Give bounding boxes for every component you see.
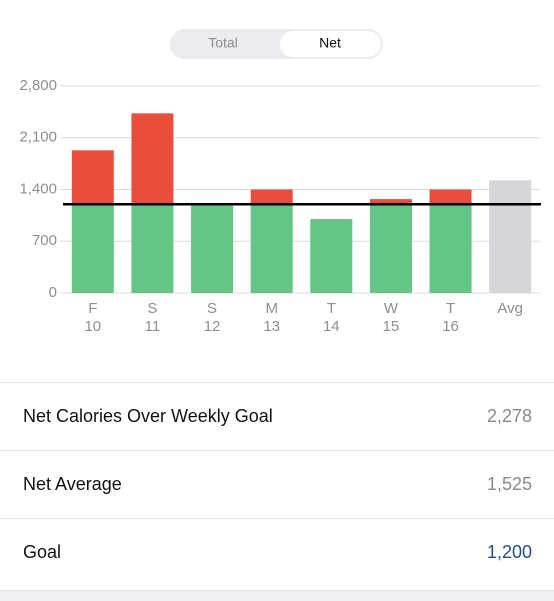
bar-segment [71,150,114,205]
y-tick-label: 0 [49,284,57,301]
row-label: Net Calories Over Weekly Goal [23,406,273,426]
x-tick-label: T [446,300,455,317]
x-tick-date: 11 [145,318,161,335]
segment-selected [280,31,381,57]
bar-segment [310,219,353,293]
bar-segment [429,204,472,293]
bar-segment [369,199,412,205]
x-tick-date: 15 [383,318,400,335]
x-tick-date: 10 [84,318,101,335]
row-value: 1,200 [486,542,532,562]
segment-total[interactable]: Total [208,35,238,51]
list-row[interactable]: Net Calories Over Weekly Goal 2,278 [0,382,554,450]
x-tick-label: S [207,300,217,317]
y-tick-label: 700 [32,232,57,249]
x-tick-label: W [384,300,399,317]
x-tick-date: 16 [442,318,459,335]
x-tick-label: S [147,300,157,317]
row-label: Goal [23,542,62,562]
y-tick-label: 2,800 [19,77,57,94]
row-label: Net Average [23,474,122,494]
list-row[interactable]: Net Average 1,525 [0,450,554,518]
row-value: 1,525 [486,474,532,494]
x-tick-date: 13 [263,318,280,335]
bar-segment [369,204,412,293]
bar-segment [71,204,114,293]
y-tick-label: 2,100 [19,129,57,146]
y-tick-label: 1,400 [19,180,57,197]
list-row[interactable]: Goal 1,200 [0,518,554,586]
x-tick-label: T [327,300,336,317]
bar-segment [131,113,174,205]
x-tick-label: M [265,300,278,317]
bar-segment [250,189,293,205]
bar-segment [131,204,174,293]
x-tick-date: 14 [323,318,340,335]
x-tick-label: F [88,300,97,317]
bar-segment [429,189,472,205]
x-tick-label: Avg [497,300,523,317]
footer-band [0,590,554,601]
bar-segment [191,204,234,293]
segment-net[interactable]: Net [319,35,341,51]
x-tick-date: 12 [204,318,221,335]
row-value: 2,278 [486,406,532,426]
chart: Total Net 07001,4002,1002,800F10S11S12M1… [19,29,541,335]
bar-segment [250,204,293,293]
bar-segment [489,180,532,293]
